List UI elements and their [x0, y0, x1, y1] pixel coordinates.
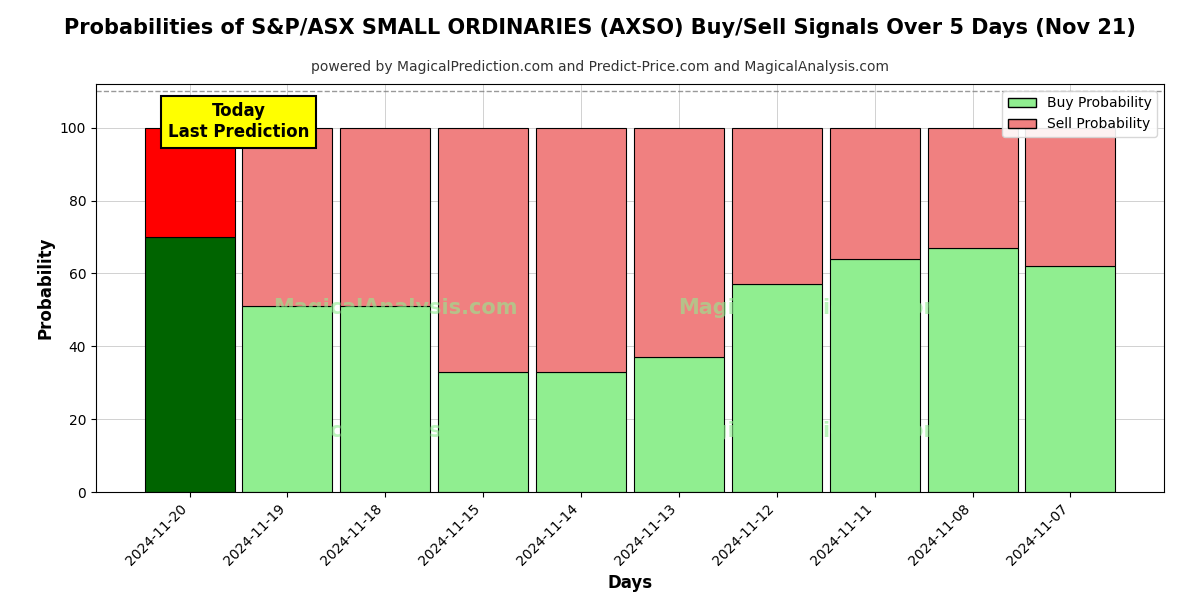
Bar [1026, 128, 1116, 266]
Bar [144, 237, 234, 492]
Text: MagicalAnalysis.com: MagicalAnalysis.com [272, 421, 517, 441]
Text: MagicalPrediction.com: MagicalPrediction.com [678, 298, 946, 319]
Text: MagicalAnalysis.com: MagicalAnalysis.com [272, 298, 517, 319]
Text: Today
Last Prediction: Today Last Prediction [168, 102, 310, 141]
Bar [1026, 266, 1116, 492]
Bar [732, 128, 822, 284]
Bar [829, 128, 919, 259]
Bar [144, 128, 234, 237]
X-axis label: Days: Days [607, 574, 653, 592]
Bar [242, 128, 332, 306]
Bar [634, 128, 724, 357]
Bar [928, 128, 1018, 248]
Bar [438, 128, 528, 372]
Bar [536, 128, 626, 372]
Bar [829, 259, 919, 492]
Text: powered by MagicalPrediction.com and Predict-Price.com and MagicalAnalysis.com: powered by MagicalPrediction.com and Pre… [311, 60, 889, 74]
Bar [341, 128, 431, 306]
Bar [438, 372, 528, 492]
Bar [536, 372, 626, 492]
Bar [732, 284, 822, 492]
Text: Probabilities of S&P/ASX SMALL ORDINARIES (AXSO) Buy/Sell Signals Over 5 Days (N: Probabilities of S&P/ASX SMALL ORDINARIE… [64, 18, 1136, 38]
Y-axis label: Probability: Probability [36, 237, 54, 339]
Legend: Buy Probability, Sell Probability: Buy Probability, Sell Probability [1002, 91, 1157, 137]
Bar [634, 357, 724, 492]
Bar [341, 306, 431, 492]
Bar [928, 248, 1018, 492]
Bar [242, 306, 332, 492]
Text: MagicalPrediction.com: MagicalPrediction.com [678, 421, 946, 441]
